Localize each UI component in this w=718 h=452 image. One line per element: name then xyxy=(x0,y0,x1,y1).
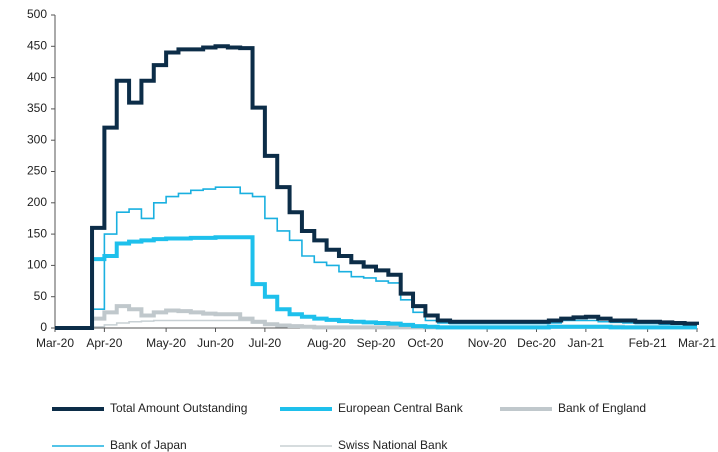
legend-label: Bank of Japan xyxy=(110,438,187,452)
y-tick-label: 500 xyxy=(27,7,47,21)
x-tick-label: Sep-20 xyxy=(357,336,396,350)
legend-label: Swiss National Bank xyxy=(338,438,448,452)
y-tick-label: 100 xyxy=(27,258,47,272)
legend-label: Bank of England xyxy=(558,401,646,415)
y-tick-label: 400 xyxy=(27,70,47,84)
y-tick-label: 200 xyxy=(27,195,47,209)
x-tick-label: Dec-20 xyxy=(517,336,556,350)
x-tick-label: Oct-20 xyxy=(407,336,443,350)
x-tick-label: Mar-20 xyxy=(36,336,74,350)
x-tick-label: Jul-20 xyxy=(249,336,282,350)
x-tick-label: Aug-20 xyxy=(307,336,346,350)
y-tick-label: 150 xyxy=(27,226,47,240)
y-tick-label: 450 xyxy=(27,38,47,52)
x-tick-label: Apr-20 xyxy=(86,336,122,350)
y-tick-label: 0 xyxy=(40,320,47,334)
legend-label: Total Amount Outstanding xyxy=(110,401,247,415)
y-tick-label: 350 xyxy=(27,101,47,115)
series-line xyxy=(55,235,697,330)
x-tick-label: Mar-21 xyxy=(678,336,716,350)
series-line xyxy=(55,186,697,329)
y-tick-label: 300 xyxy=(27,132,47,146)
y-tick-label: 50 xyxy=(34,289,48,303)
legend-label: European Central Bank xyxy=(338,401,464,415)
series-line xyxy=(55,44,699,330)
x-tick-label: Jan-21 xyxy=(568,336,605,350)
x-tick-label: Feb-21 xyxy=(629,336,667,350)
x-tick-label: May-20 xyxy=(146,336,186,350)
x-tick-label: Nov-20 xyxy=(468,336,507,350)
x-tick-label: Jun-20 xyxy=(197,336,234,350)
y-tick-label: 250 xyxy=(27,164,47,178)
